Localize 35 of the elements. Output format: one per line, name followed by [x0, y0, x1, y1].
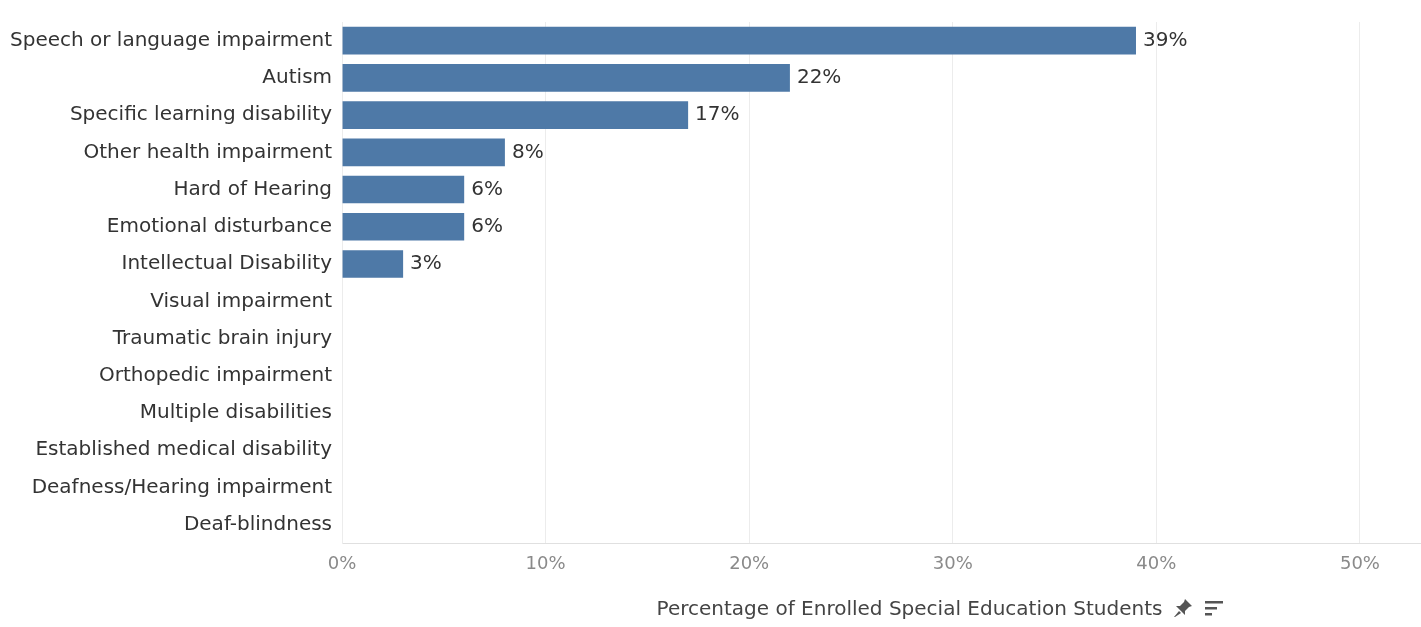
x-tick-label: 50% — [1339, 551, 1380, 573]
y-tick-label: Specific learning disability — [69, 101, 333, 126]
y-tick-label: Deafness/Hearing impairment — [31, 473, 333, 498]
bar — [342, 175, 465, 204]
y-tick-label: Deaf-blindness — [183, 510, 333, 535]
data-label: 3% — [410, 250, 442, 275]
y-tick-label: Intellectual Disability — [121, 250, 333, 275]
y-tick-label: Traumatic brain injury — [111, 324, 333, 349]
bar — [342, 138, 505, 167]
y-tick-label: Established medical disability — [35, 436, 333, 461]
y-tick-label: Visual impairment — [150, 287, 333, 312]
x-tick-label: 10% — [525, 551, 566, 573]
y-tick-label: Speech or language impairment — [9, 26, 333, 51]
y-tick-label: Other health impairment — [83, 138, 333, 163]
bar — [342, 64, 790, 92]
data-label: 22% — [796, 64, 842, 89]
bar — [342, 26, 1136, 55]
x-axis-title: Percentage of Enrolled Special Education Students — [656, 596, 1163, 620]
data-label: 6% — [471, 175, 503, 200]
data-label: 6% — [471, 213, 503, 238]
y-tick-label: Orthopedic impairment — [98, 362, 333, 387]
data-label: 39% — [1142, 26, 1188, 51]
x-tick-label: 20% — [729, 551, 770, 573]
x-tick-label: 0% — [327, 551, 357, 573]
data-label: 17% — [695, 101, 740, 126]
y-tick-label: Hard of Hearing — [173, 175, 333, 200]
bar — [342, 213, 465, 241]
bar — [342, 101, 689, 129]
y-tick-label: Emotional disturbance — [106, 213, 333, 238]
bar — [342, 250, 404, 278]
x-tick-label: 40% — [1136, 551, 1177, 573]
y-tick-label: Autism — [262, 64, 333, 89]
y-tick-label: Multiple disabilities — [139, 399, 333, 424]
data-label: 8% — [511, 138, 544, 163]
x-tick-label: 30% — [932, 551, 973, 573]
